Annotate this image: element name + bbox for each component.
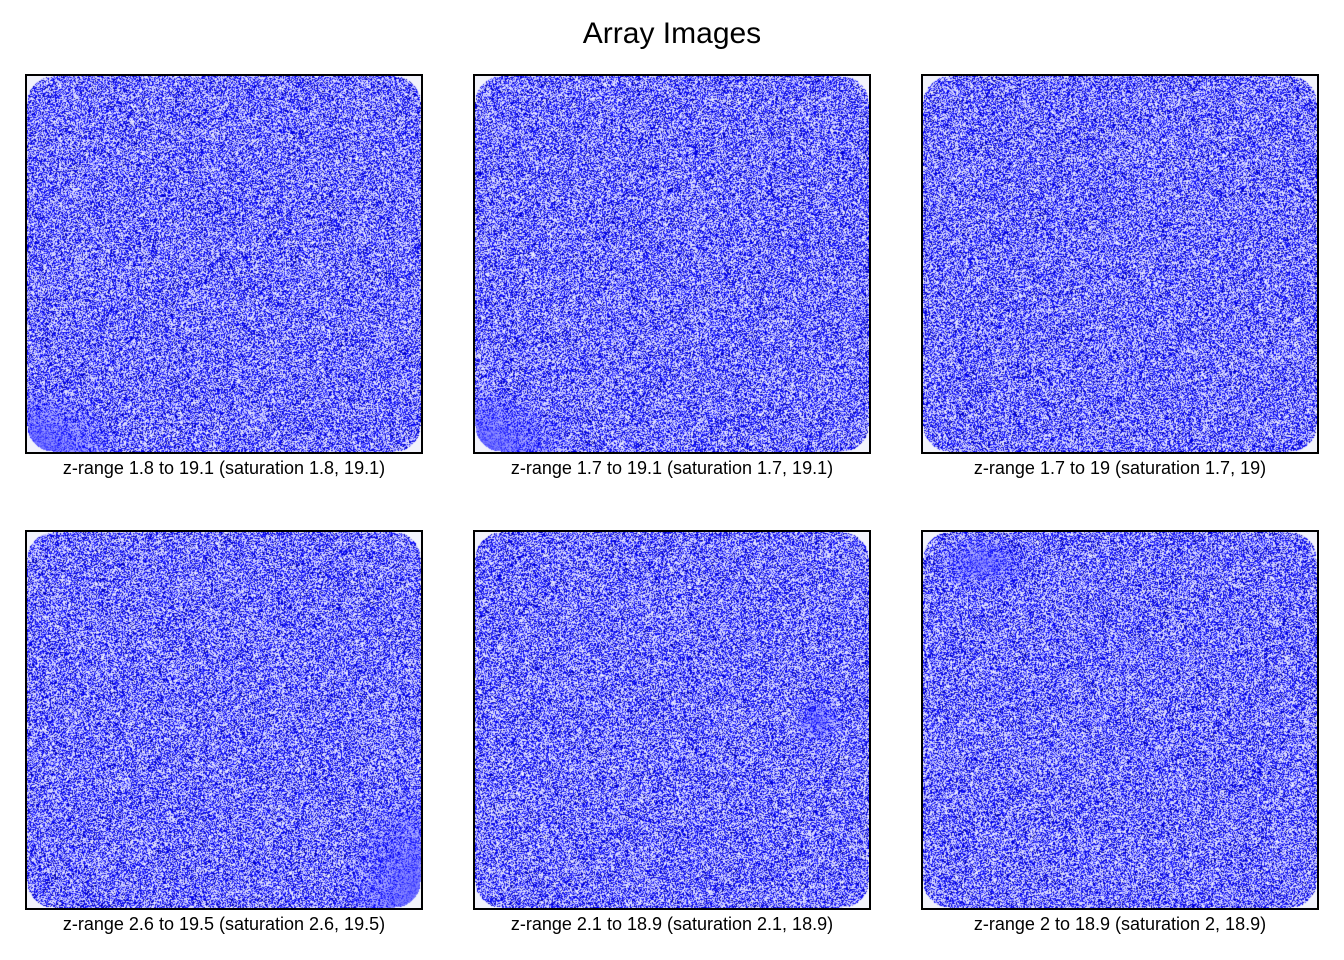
array-image-caption-2: z-range 1.7 to 19.1 (saturation 1.7, 19.… <box>510 458 834 478</box>
array-heatmap-4 <box>27 532 421 908</box>
array-image-1 <box>25 74 423 454</box>
array-image-2 <box>473 74 871 454</box>
array-image-caption-4: z-range 2.6 to 19.5 (saturation 2.6, 19.… <box>62 914 386 934</box>
array-image-panel-3: z-range 1.7 to 19 (saturation 1.7, 19) <box>921 74 1319 480</box>
page-title: Array Images <box>582 17 762 50</box>
array-heatmap-1 <box>27 76 421 452</box>
array-image-panel-4: z-range 2.6 to 19.5 (saturation 2.6, 19.… <box>25 530 423 936</box>
array-image-caption-3: z-range 1.7 to 19 (saturation 1.7, 19) <box>973 458 1267 478</box>
array-heatmap-2 <box>475 76 869 452</box>
array-image-panel-2: z-range 1.7 to 19.1 (saturation 1.7, 19.… <box>473 74 871 480</box>
array-image-6 <box>921 530 1319 910</box>
array-heatmap-6 <box>923 532 1317 908</box>
array-image-panel-6: z-range 2 to 18.9 (saturation 2, 18.9) <box>921 530 1319 936</box>
array-image-panel-5: z-range 2.1 to 18.9 (saturation 2.1, 18.… <box>473 530 871 936</box>
array-heatmap-3 <box>923 76 1317 452</box>
array-image-caption-5: z-range 2.1 to 18.9 (saturation 2.1, 18.… <box>510 914 834 934</box>
array-image-panel-1: z-range 1.8 to 19.1 (saturation 1.8, 19.… <box>25 74 423 480</box>
array-image-3 <box>921 74 1319 454</box>
array-image-caption-1: z-range 1.8 to 19.1 (saturation 1.8, 19.… <box>62 458 386 478</box>
array-image-5 <box>473 530 871 910</box>
array-heatmap-5 <box>475 532 869 908</box>
array-image-4 <box>25 530 423 910</box>
array-image-caption-6: z-range 2 to 18.9 (saturation 2, 18.9) <box>973 914 1267 934</box>
